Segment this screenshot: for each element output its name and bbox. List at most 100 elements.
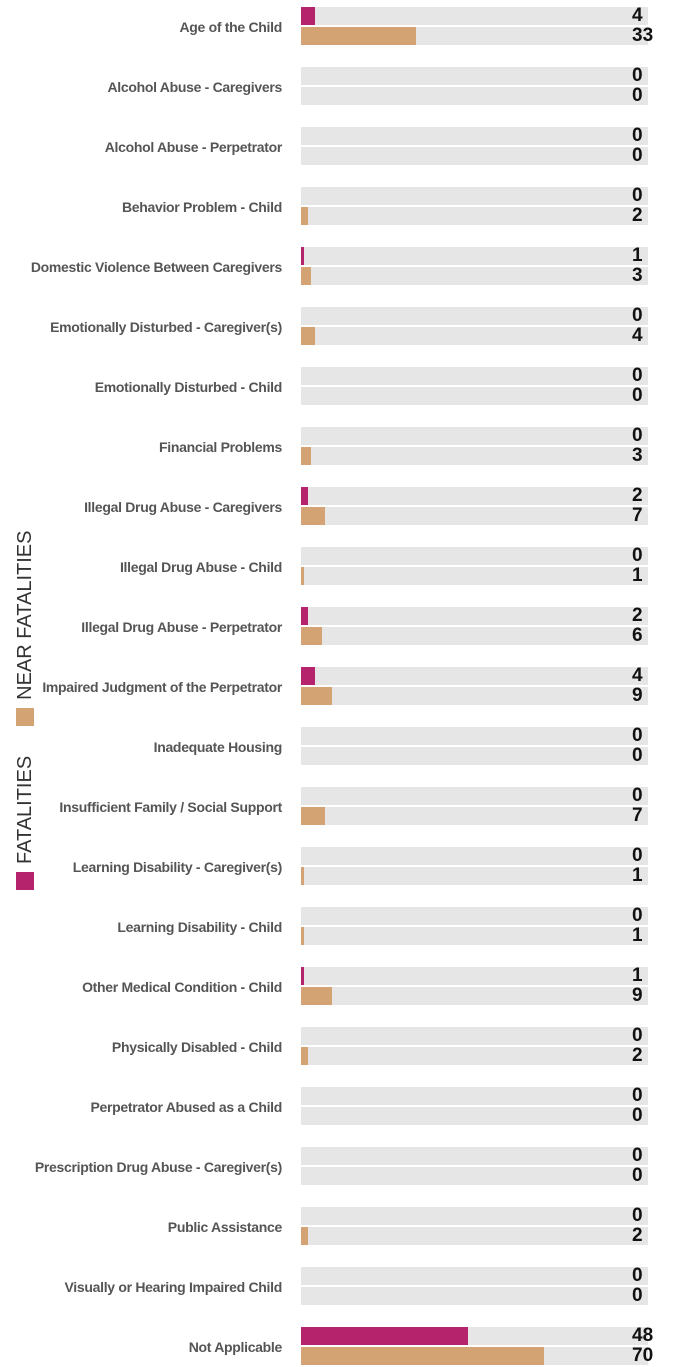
value-label: 2 <box>632 1045 643 1066</box>
bar-track <box>301 7 648 25</box>
bar <box>301 247 305 265</box>
value-label: 1 <box>632 865 643 886</box>
bar-track <box>301 1207 648 1225</box>
value-label: 33 <box>632 25 654 46</box>
value-label: 9 <box>632 685 643 706</box>
bar <box>301 627 322 645</box>
value-label: 0 <box>632 125 643 146</box>
bar-track <box>301 727 648 745</box>
category-label: Not Applicable <box>188 1339 283 1355</box>
bar-track <box>301 267 648 285</box>
value-label: 0 <box>632 365 643 386</box>
value-label: 0 <box>632 185 643 206</box>
bar-track <box>301 567 648 585</box>
value-label: 3 <box>632 445 643 466</box>
value-label: 0 <box>632 85 643 106</box>
bar-track <box>301 867 648 885</box>
bar-track <box>301 447 648 465</box>
value-label: 2 <box>632 1225 643 1246</box>
bar-track <box>301 747 648 765</box>
value-label: 48 <box>632 1325 654 1346</box>
bar-track <box>301 667 648 685</box>
bar-track <box>301 547 648 565</box>
bar <box>301 27 416 45</box>
category-label: Age of the Child <box>179 19 282 35</box>
bar <box>301 1327 468 1345</box>
value-label: 0 <box>632 1145 643 1166</box>
bar <box>301 567 305 585</box>
value-label: 2 <box>632 485 643 506</box>
bar-track <box>301 927 648 945</box>
value-label: 7 <box>632 505 643 526</box>
category-label: Learning Disability - Caregiver(s) <box>72 859 283 875</box>
bar-track <box>301 847 648 865</box>
bar-track <box>301 187 648 205</box>
category-label: Illegal Drug Abuse - Caregivers <box>84 499 282 515</box>
bar-track <box>301 207 648 225</box>
value-label: 0 <box>632 845 643 866</box>
value-label: 0 <box>632 785 643 806</box>
bar-track <box>301 1047 648 1065</box>
bar-track <box>301 427 648 445</box>
category-label: Alcohol Abuse - Perpetrator <box>104 139 283 155</box>
value-label: 0 <box>632 65 643 86</box>
bar-track <box>301 787 648 805</box>
bar <box>301 487 308 505</box>
value-label: 4 <box>632 5 643 26</box>
value-label: 6 <box>632 625 643 646</box>
bar-track <box>301 1227 648 1245</box>
value-label: 0 <box>632 1165 643 1186</box>
bar-track <box>301 507 648 525</box>
bar-track <box>301 1107 648 1125</box>
category-label: Insufficient Family / Social Support <box>59 799 282 815</box>
bar-track <box>301 1147 648 1165</box>
bar <box>301 1047 308 1065</box>
category-label: Learning Disability - Child <box>117 919 282 935</box>
bar-track <box>301 127 648 145</box>
bar-track <box>301 387 648 405</box>
value-label: 0 <box>632 1265 643 1286</box>
value-label: 0 <box>632 1105 643 1126</box>
value-label: 1 <box>632 245 643 266</box>
bar <box>301 687 333 705</box>
value-label: 4 <box>632 325 643 346</box>
category-label: Domestic Violence Between Caregivers <box>30 259 282 275</box>
bar <box>301 927 305 945</box>
bar <box>301 867 305 885</box>
category-label: Impaired Judgment of the Perpetrator <box>42 679 282 695</box>
bar-track <box>301 807 648 825</box>
bar-track <box>301 307 648 325</box>
value-label: 7 <box>632 805 643 826</box>
bar-track <box>301 147 648 165</box>
bar-track <box>301 367 648 385</box>
value-label: 0 <box>632 145 643 166</box>
bar-track <box>301 967 648 985</box>
bar <box>301 1347 544 1365</box>
bar <box>301 7 315 25</box>
category-label: Inadequate Housing <box>153 739 283 755</box>
bar-track <box>301 487 648 505</box>
bar-track <box>301 987 648 1005</box>
value-label: 1 <box>632 925 643 946</box>
value-label: 0 <box>632 545 643 566</box>
category-label: Other Medical Condition - Child <box>82 979 282 995</box>
bar <box>301 207 308 225</box>
value-label: 0 <box>632 1205 643 1226</box>
value-label: 0 <box>632 905 643 926</box>
bar <box>301 987 333 1005</box>
category-label: Public Assistance <box>167 1219 283 1235</box>
category-label: Emotionally Disturbed - Child <box>94 379 283 395</box>
bar <box>301 447 312 465</box>
bar-track <box>301 607 648 625</box>
value-label: 2 <box>632 205 643 226</box>
legend-swatch <box>16 707 34 726</box>
bar <box>301 807 326 825</box>
bar <box>301 327 315 345</box>
value-label: 2 <box>632 605 643 626</box>
bar-track <box>301 247 648 265</box>
value-label: 70 <box>632 1345 654 1366</box>
bar <box>301 507 326 525</box>
category-label: Physically Disabled - Child <box>111 1039 282 1055</box>
category-label: Illegal Drug Abuse - Perpetrator <box>81 619 282 635</box>
value-label: 3 <box>632 265 643 286</box>
